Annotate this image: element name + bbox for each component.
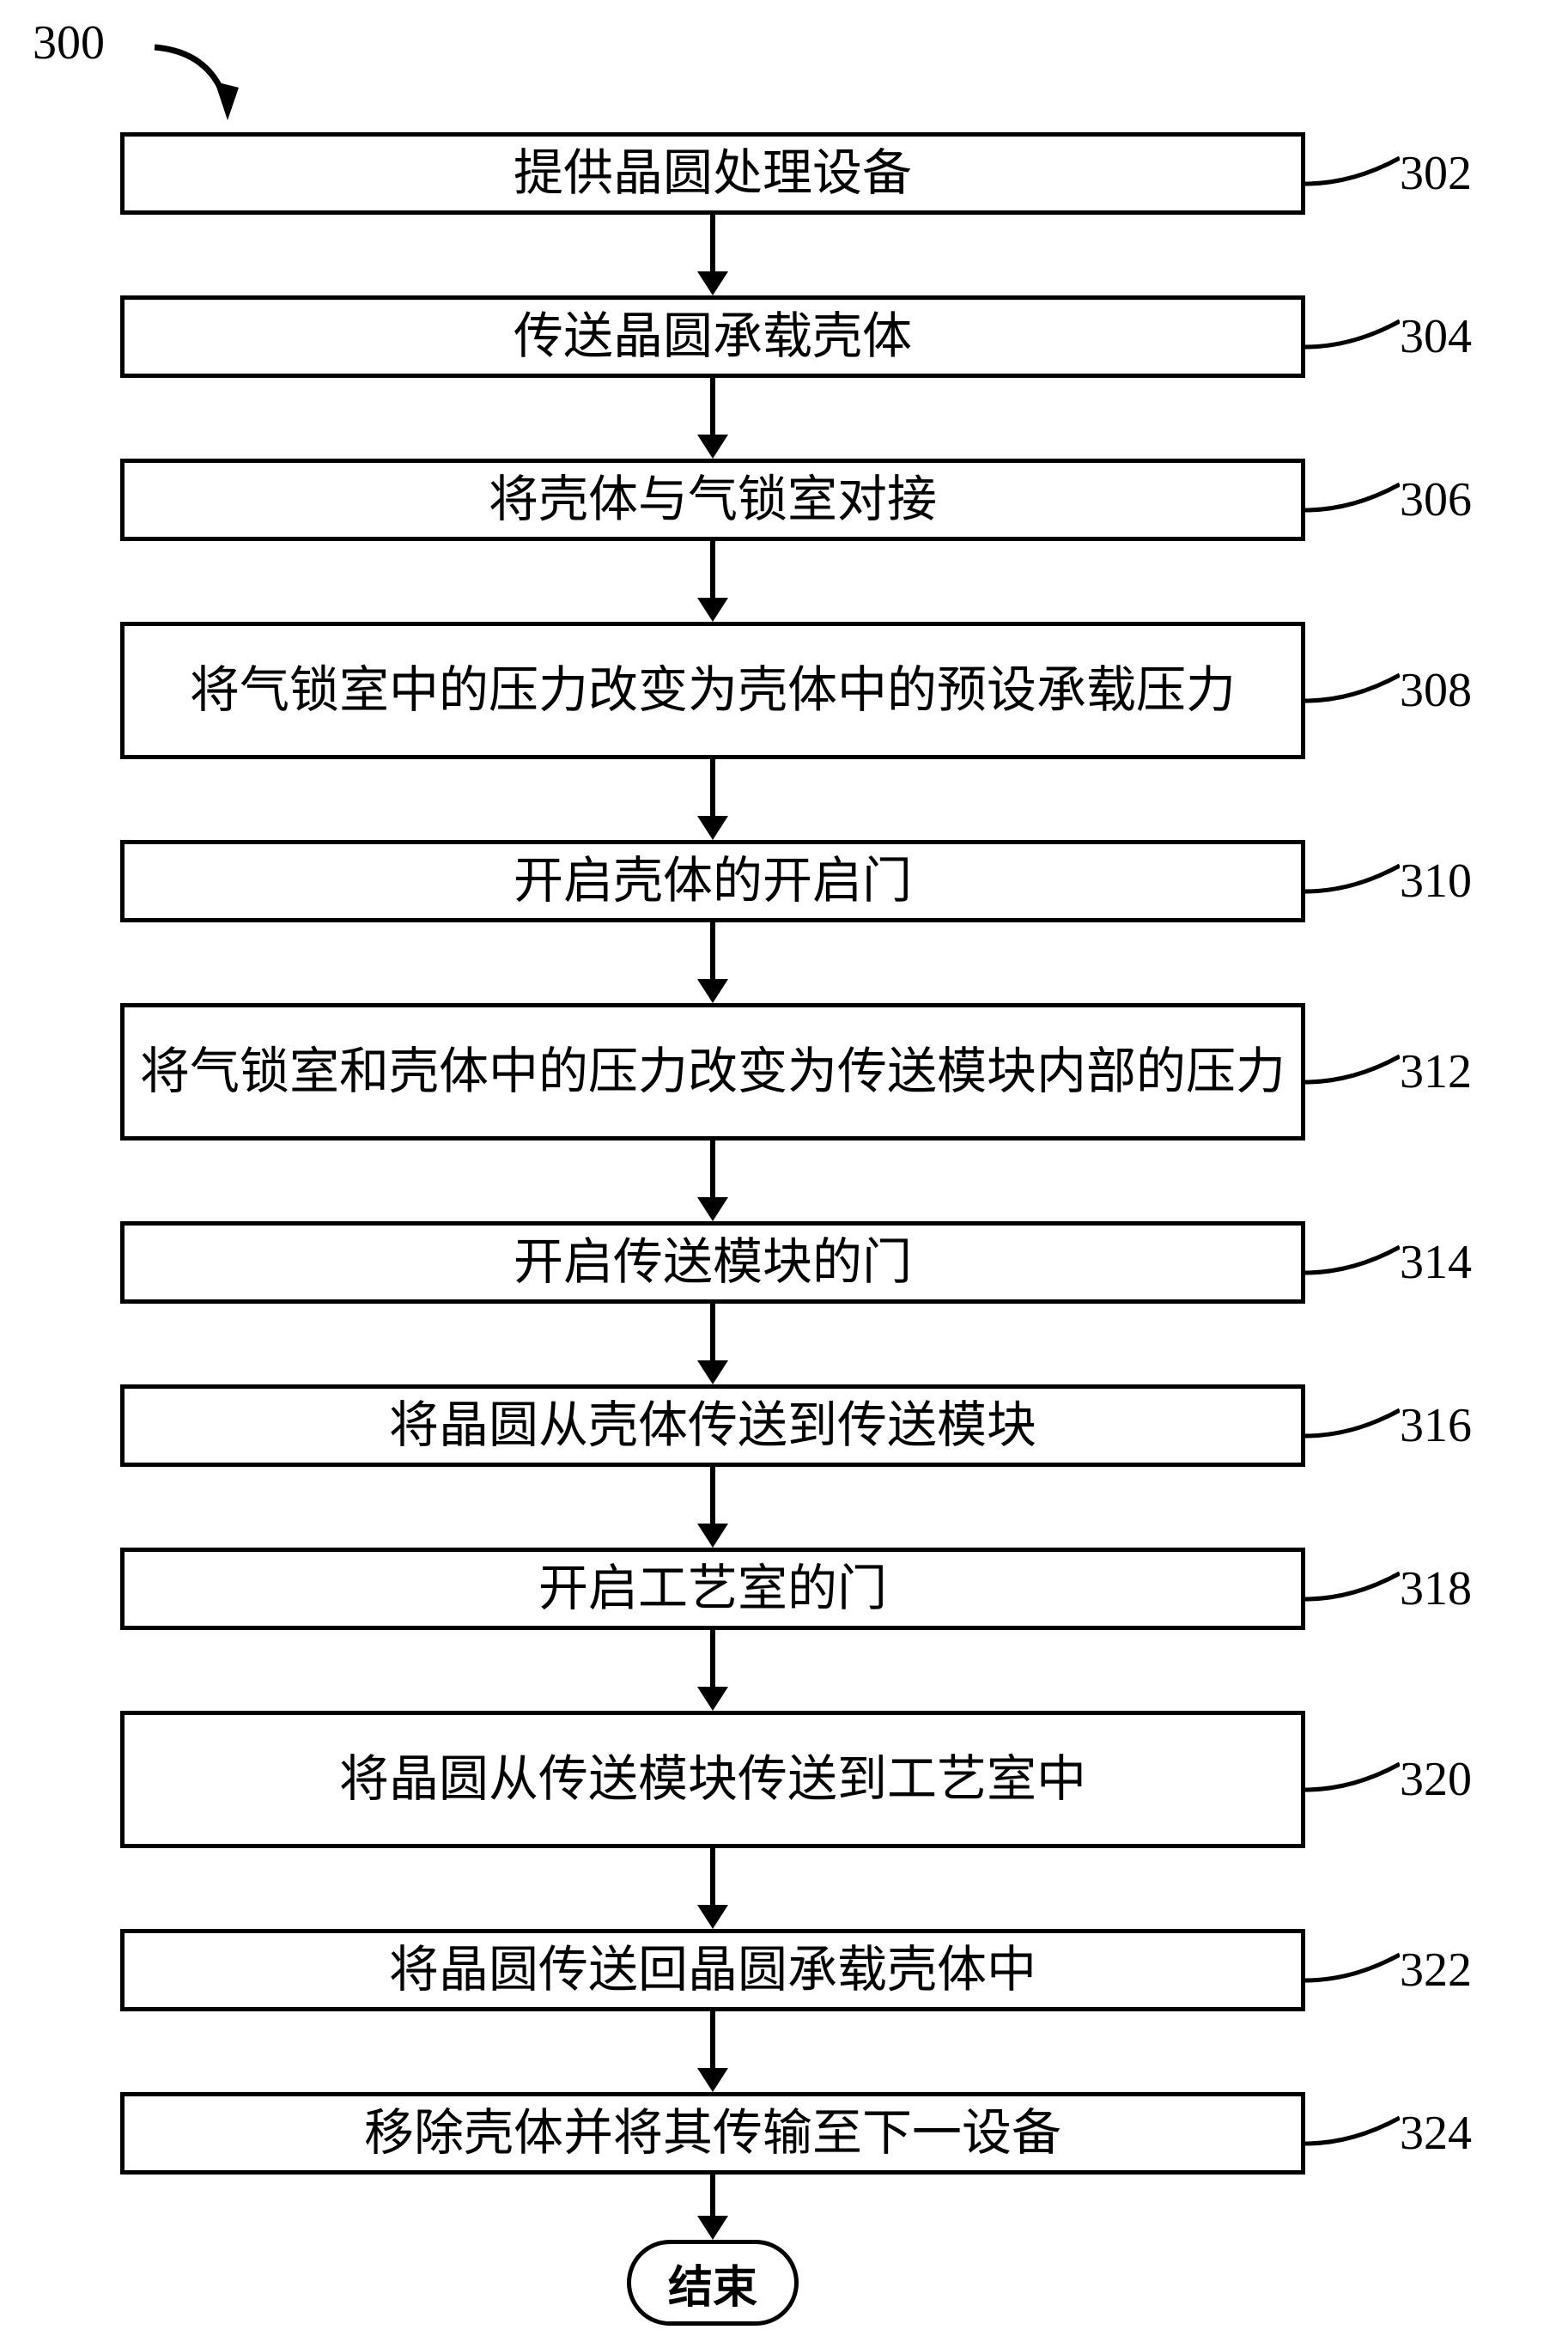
leader-312 <box>1305 1046 1400 1098</box>
leader-316 <box>1305 1400 1400 1451</box>
step-text-318: 开启工艺室的门 <box>538 1561 887 1616</box>
step-box-314: 开启传送模块的门 <box>120 1221 1305 1304</box>
arrow-after-304 <box>0 378 1568 459</box>
step-box-316: 将晶圆从壳体传送到传送模块 <box>120 1384 1305 1467</box>
leader-318 <box>1305 1563 1400 1615</box>
figure-number: 300 <box>33 15 105 70</box>
arrow-after-302 <box>0 215 1568 295</box>
step-box-322: 将晶圆传送回晶圆承载壳体中 <box>120 1929 1305 2011</box>
step-label-308: 308 <box>1400 663 1472 718</box>
step-text-314: 开启传送模块的门 <box>514 1235 912 1290</box>
leader-322 <box>1305 1944 1400 1996</box>
step-label-324: 324 <box>1400 2106 1472 2161</box>
leader-324 <box>1305 2108 1400 2159</box>
terminator-label: 结束 <box>668 2251 757 2315</box>
step-label-316: 316 <box>1400 1398 1472 1453</box>
step-box-318: 开启工艺室的门 <box>120 1548 1305 1630</box>
step-box-302: 提供晶圆处理设备 <box>120 132 1305 215</box>
step-box-320: 将晶圆从传送模块传送到工艺室中 <box>120 1711 1305 1848</box>
leader-308 <box>1305 665 1400 716</box>
leader-310 <box>1305 855 1400 907</box>
arrow-after-316 <box>0 1467 1568 1548</box>
arrow-after-306 <box>0 541 1568 622</box>
step-text-310: 开启壳体的开启门 <box>514 854 912 909</box>
step-text-312: 将气锁室和壳体中的压力改变为传送模块内部的压力 <box>140 1044 1285 1099</box>
step-label-320: 320 <box>1400 1752 1472 1807</box>
leader-314 <box>1305 1237 1400 1288</box>
step-box-308: 将气锁室中的压力改变为壳体中的预设承载压力 <box>120 622 1305 759</box>
step-text-316: 将晶圆从壳体传送到传送模块 <box>389 1398 1036 1453</box>
step-text-308: 将气锁室中的压力改变为壳体中的预设承载压力 <box>190 663 1236 718</box>
arrow-after-312 <box>0 1141 1568 1221</box>
step-text-304: 传送晶圆承载壳体 <box>514 309 912 364</box>
step-text-306: 将壳体与气锁室对接 <box>489 472 937 527</box>
arrow-after-322 <box>0 2011 1568 2092</box>
leader-320 <box>1305 1754 1400 1805</box>
terminator-end: 结束 <box>627 2240 799 2326</box>
step-box-312: 将气锁室和壳体中的压力改变为传送模块内部的压力 <box>120 1003 1305 1141</box>
step-label-310: 310 <box>1400 854 1472 909</box>
step-label-302: 302 <box>1400 146 1472 201</box>
arrow-after-324 <box>0 2175 1568 2240</box>
flowchart-canvas: 300 提供晶圆处理设备 302 传送晶圆承载壳体 304 将壳体与气锁室对接 306 将气锁… <box>0 0 1568 2348</box>
step-label-318: 318 <box>1400 1561 1472 1616</box>
step-text-320: 将晶圆从传送模块传送到工艺室中 <box>339 1752 1086 1807</box>
step-text-324: 移除壳体并将其传输至下一设备 <box>364 2106 1061 2161</box>
arrow-after-318 <box>0 1630 1568 1711</box>
step-text-322: 将晶圆传送回晶圆承载壳体中 <box>389 1943 1036 1998</box>
arrow-after-308 <box>0 759 1568 840</box>
step-label-322: 322 <box>1400 1943 1472 1998</box>
arrow-after-314 <box>0 1304 1568 1384</box>
leader-302 <box>1305 148 1400 199</box>
arrow-after-310 <box>0 922 1568 1003</box>
step-text-302: 提供晶圆处理设备 <box>514 146 912 201</box>
leader-304 <box>1305 311 1400 362</box>
leader-306 <box>1305 474 1400 526</box>
step-label-312: 312 <box>1400 1044 1472 1099</box>
step-box-306: 将壳体与气锁室对接 <box>120 459 1305 541</box>
step-box-310: 开启壳体的开启门 <box>120 840 1305 922</box>
step-label-304: 304 <box>1400 309 1472 364</box>
step-box-304: 传送晶圆承载壳体 <box>120 295 1305 378</box>
arrow-after-320 <box>0 1848 1568 1929</box>
figure-pointer-arrow <box>146 34 249 129</box>
step-box-324: 移除壳体并将其传输至下一设备 <box>120 2092 1305 2175</box>
step-label-306: 306 <box>1400 472 1472 527</box>
step-label-314: 314 <box>1400 1235 1472 1290</box>
